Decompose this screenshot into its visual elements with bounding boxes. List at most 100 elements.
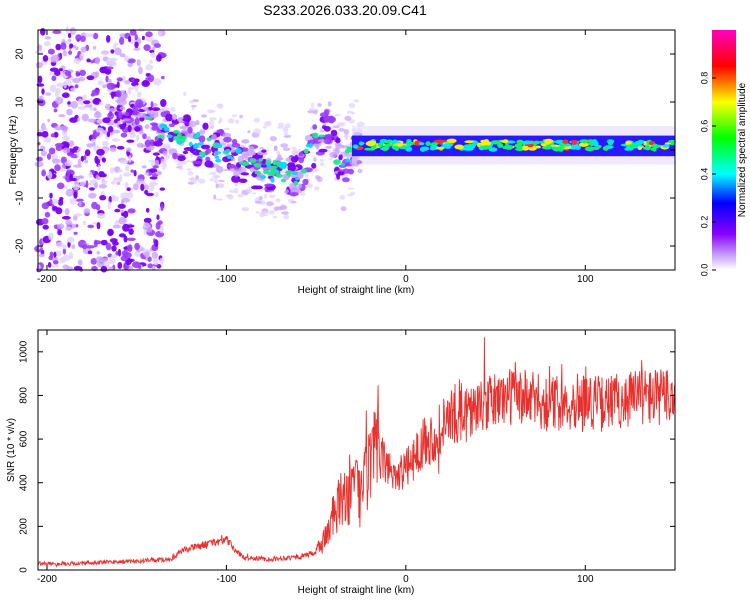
noise-blob <box>149 49 155 54</box>
ridge-blob <box>135 99 144 108</box>
ridge-blob <box>148 106 153 111</box>
band-peak <box>504 143 510 148</box>
noise-blob <box>216 103 222 109</box>
noise-blob <box>198 178 206 184</box>
noise-blob <box>117 169 123 173</box>
ridge-peak <box>312 132 319 139</box>
ridge-peak <box>157 134 165 139</box>
noise-blob <box>46 153 52 160</box>
band-peak <box>383 143 393 147</box>
ridge-blob <box>200 144 211 150</box>
noise-blob <box>50 264 60 268</box>
noise-blob <box>279 171 284 174</box>
noise-blob <box>279 205 288 211</box>
noise-blob <box>69 117 78 123</box>
noise-blob <box>160 99 167 107</box>
noise-blob <box>151 107 161 112</box>
noise-blob <box>72 77 81 84</box>
noise-blob <box>319 158 324 162</box>
noise-blob <box>235 119 240 124</box>
noise-blob <box>64 226 73 232</box>
noise-blob <box>319 162 325 167</box>
noise-blob <box>110 49 115 54</box>
noise-blob <box>129 29 137 36</box>
noise-blob <box>90 93 95 97</box>
noise-blob <box>93 45 96 50</box>
y-tick-label: -10 <box>15 190 26 205</box>
noise-blob <box>145 207 150 213</box>
noise-blob <box>338 128 345 132</box>
noise-blob <box>52 30 62 34</box>
band-peak <box>440 139 448 143</box>
noise-blob <box>74 84 79 89</box>
noise-blob <box>43 137 52 143</box>
noise-blob <box>263 125 267 129</box>
noise-blob <box>60 141 70 150</box>
noise-blob <box>74 114 79 119</box>
noise-blob <box>162 107 170 111</box>
noise-blob <box>68 50 73 55</box>
ridge-peak <box>242 161 250 166</box>
noise-blob <box>161 75 165 80</box>
noise-blob <box>170 107 176 112</box>
noise-blob <box>90 138 97 143</box>
noise-blob <box>83 208 91 214</box>
noise-blob <box>82 220 87 226</box>
band-peak <box>578 142 589 147</box>
noise-blob <box>52 206 59 211</box>
noise-blob <box>41 202 50 210</box>
noise-blob <box>55 96 64 105</box>
noise-blob <box>200 114 208 118</box>
noise-blob <box>122 75 126 83</box>
band-peak <box>365 141 376 147</box>
noise-blob <box>357 168 363 174</box>
ridge-peak <box>163 127 170 132</box>
ridge-blob <box>302 178 309 186</box>
noise-blob <box>272 215 278 219</box>
ridge-blob <box>134 117 140 126</box>
noise-blob <box>133 47 141 51</box>
noise-blob <box>70 87 77 93</box>
band-peak <box>586 142 595 146</box>
noise-blob <box>147 256 152 263</box>
noise-blob <box>82 94 87 101</box>
noise-blob <box>56 223 65 230</box>
noise-blob <box>55 43 62 51</box>
ridge-peak <box>280 178 286 183</box>
band-peak <box>571 139 578 145</box>
noise-blob <box>136 91 142 98</box>
noise-blob <box>66 152 74 157</box>
noise-blob <box>79 35 86 43</box>
noise-blob <box>275 198 281 203</box>
noise-blob <box>310 102 315 108</box>
ridge-blob <box>341 177 350 183</box>
noise-blob <box>143 217 152 224</box>
noise-blob <box>61 92 70 98</box>
noise-blob <box>150 101 154 108</box>
noise-blob <box>116 145 125 150</box>
noise-blob <box>259 146 264 150</box>
band-peak <box>420 146 430 151</box>
ridge-blob <box>290 156 299 163</box>
noise-blob <box>50 133 55 138</box>
noise-blob <box>209 117 217 121</box>
ridge-blob <box>123 118 131 122</box>
noise-blob <box>66 108 73 116</box>
ridge-blob <box>124 111 130 117</box>
ridge-peak <box>295 176 300 181</box>
noise-blob <box>195 175 199 181</box>
noise-blob <box>101 180 108 185</box>
noise-blob <box>125 165 130 172</box>
noise-blob <box>107 112 114 120</box>
x-tick-label: -200 <box>37 274 57 285</box>
noise-blob <box>102 117 111 124</box>
band-peak <box>533 140 540 145</box>
ridge-peak <box>235 148 242 154</box>
noise-blob <box>85 33 94 38</box>
band-peak <box>464 140 474 144</box>
noise-blob <box>85 180 89 189</box>
band-peak <box>607 142 614 145</box>
noise-blob <box>47 262 52 268</box>
ridge-blob <box>227 163 236 169</box>
noise-blob <box>258 196 263 201</box>
